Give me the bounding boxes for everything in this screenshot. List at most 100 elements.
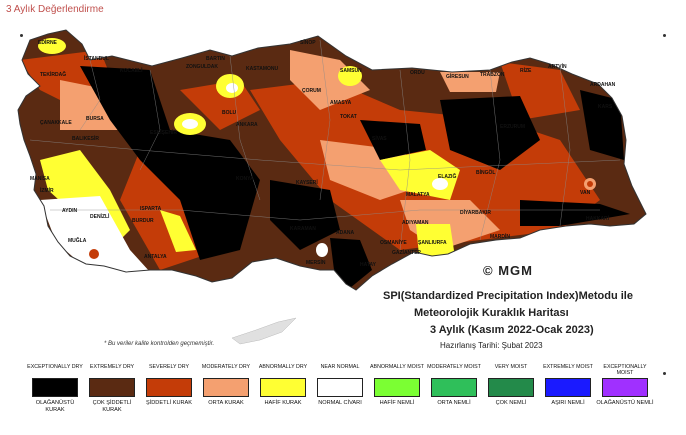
legend-item: EXCEPTIONALLY DRY OLAĞANÜSTÜ KURAK <box>26 364 84 413</box>
legend-item: EXTREMELY MOIST AŞIRI NEMLİ <box>539 364 597 407</box>
legend-item: ABNORMALLY MOIST HAFİF NEMLİ <box>368 364 426 407</box>
city-label: MUĞLA <box>68 236 87 244</box>
city-label: ŞANLIURFA <box>418 240 447 246</box>
city-label: ESKİŞEHİR <box>150 129 177 136</box>
legend-swatch <box>32 378 78 397</box>
city-label: SİNOP <box>300 39 316 46</box>
city-label: KASTAMONU <box>246 66 279 72</box>
page-title: 3 Aylık Değerlendirme <box>6 4 104 15</box>
city-label: SAMSUN <box>340 68 362 74</box>
city-label: SİVAS <box>372 135 387 142</box>
city-label: OSMANİYE <box>380 239 407 246</box>
city-label: ARTVİN <box>548 63 567 70</box>
city-label: TRABZON <box>480 72 505 78</box>
legend-item: EXCEPTIONALLY MOIST OLAĞANÜSTÜ NEMLİ <box>596 364 654 407</box>
legend-item: MODERATELY MOIST ORTA NEMLİ <box>425 364 483 407</box>
city-label: VAN <box>580 190 591 196</box>
city-label: ÇORUM <box>302 88 321 94</box>
city-label: AYDIN <box>62 208 77 214</box>
city-label: İSTANBUL <box>84 55 109 62</box>
legend-item: VERY MOIST ÇOK NEMLİ <box>482 364 540 407</box>
legend-tr-label: OLAĞANÜSTÜ KURAK <box>35 400 75 413</box>
city-labels: EDİRNE TEKİRDAĞ İSTANBUL KOCAELİ BARTIN … <box>30 39 616 268</box>
legend-tr-label: OLAĞANÜSTÜ NEMLİ <box>596 400 654 406</box>
city-label: HATAY <box>360 262 377 268</box>
legend-swatch <box>317 378 363 397</box>
city-label: BURDUR <box>132 218 154 224</box>
legend-en-label: SEVERELY DRY <box>148 364 190 370</box>
drought-map: EDİRNE TEKİRDAĞ İSTANBUL KOCAELİ BARTIN … <box>17 29 647 345</box>
city-label: DENİZLİ <box>90 213 110 220</box>
legend-item: ABNORMALLY DRY HAFİF KURAK <box>254 364 312 407</box>
city-label: TOKAT <box>340 114 357 120</box>
city-label: MARDİN <box>490 233 510 240</box>
legend-swatch <box>545 378 591 397</box>
city-label: BALIKESİR <box>72 135 99 142</box>
province-borders <box>29 39 621 251</box>
legend-swatch <box>488 378 534 397</box>
legend-swatch <box>89 378 135 397</box>
legend-en-label: VERY MOIST <box>494 364 528 370</box>
city-label: GİRESUN <box>446 73 469 80</box>
city-label: KOCAELİ <box>120 67 143 74</box>
legend-tr-label: NORMAL CİVARI <box>318 400 362 406</box>
city-label: ELAZIĞ <box>438 172 456 180</box>
legend-swatch <box>374 378 420 397</box>
city-label: ADANA <box>336 230 354 236</box>
map-title-line1: SPI(Standardized Precipitation Index)Met… <box>383 290 633 302</box>
city-label: KARS <box>598 104 613 110</box>
legend-en-label: NEAR NORMAL <box>320 364 360 370</box>
city-label: EDİRNE <box>38 39 58 46</box>
city-label: MERSİN <box>306 259 326 266</box>
legend-en-label: ABNORMALLY DRY <box>258 364 308 370</box>
legend-item: MODERATELY DRY ORTA KURAK <box>197 364 255 407</box>
legend-tr-label: HAFİF KURAK <box>264 400 302 406</box>
city-label: HAKKARİ <box>586 215 610 222</box>
drought-zones <box>18 30 646 290</box>
city-label: İZMİR <box>40 187 54 194</box>
legend-en-label: EXCEPTIONALLY MOIST <box>603 364 647 376</box>
corner-dot <box>20 34 23 37</box>
legend-item: SEVERELY DRY ŞİDDETLİ KURAK <box>140 364 198 407</box>
map-title-line4: Hazırlanış Tarihi: Şubat 2023 <box>440 341 543 350</box>
legend-swatch <box>431 378 477 397</box>
legend-en-label: EXTREMELY MOIST <box>543 364 593 370</box>
city-label: BİNGÖL <box>476 169 495 176</box>
city-label: DİYARBAKIR <box>460 209 491 216</box>
city-label: BURSA <box>86 116 104 122</box>
city-label: ADIYAMAN <box>402 220 429 226</box>
city-label: BOLU <box>222 110 237 116</box>
city-label: MANİSA <box>30 175 50 182</box>
city-label: BARTIN <box>206 56 225 62</box>
city-label: ANKARA <box>236 122 258 128</box>
quality-note: * Bu veriler kalite kontrolden geçmemişt… <box>104 341 215 347</box>
mgm-logo: © MGM <box>483 263 533 278</box>
map-title-line2: Meteorolojik Kuraklık Haritası <box>414 307 569 319</box>
legend-en-label: EXCEPTIONALLY DRY <box>27 364 83 370</box>
city-label: RİZE <box>520 67 532 74</box>
legend-tr-label: ŞİDDETLİ KURAK <box>145 400 192 406</box>
city-label: ANTALYA <box>144 254 167 260</box>
corner-dot <box>663 34 666 37</box>
legend-swatch <box>260 378 306 397</box>
legend-tr-label: ORTA KURAK <box>208 400 244 406</box>
map-title-line3: 3 Aylık (Kasım 2022-Ocak 2023) <box>430 324 594 336</box>
city-label: GAZİANTEP <box>392 249 422 256</box>
city-label: KARAMAN <box>290 226 316 232</box>
legend-en-label: EXTREMELY DRY <box>89 364 135 370</box>
cyprus-shape <box>231 317 297 345</box>
city-label: ERZURUM <box>500 124 525 130</box>
city-label: ORDU <box>410 70 425 76</box>
legend-tr-label: ÇOK NEMLİ <box>495 400 527 406</box>
legend-tr-label: HAFİF NEMLİ <box>379 400 415 406</box>
city-label: KAYSERİ <box>296 179 318 186</box>
legend-en-label: ABNORMALLY MOIST <box>370 364 424 370</box>
legend-item: NEAR NORMAL NORMAL CİVARI <box>311 364 369 407</box>
city-label: ISPARTA <box>140 206 162 212</box>
legend-tr-label: ÇOK ŞİDDETLİ KURAK <box>92 400 132 413</box>
legend-swatch <box>602 378 648 397</box>
legend-item: EXTREMELY DRY ÇOK ŞİDDETLİ KURAK <box>83 364 141 413</box>
legend-swatch <box>203 378 249 397</box>
city-label: ARDAHAN <box>590 82 616 88</box>
city-label: TEKİRDAĞ <box>40 70 66 78</box>
